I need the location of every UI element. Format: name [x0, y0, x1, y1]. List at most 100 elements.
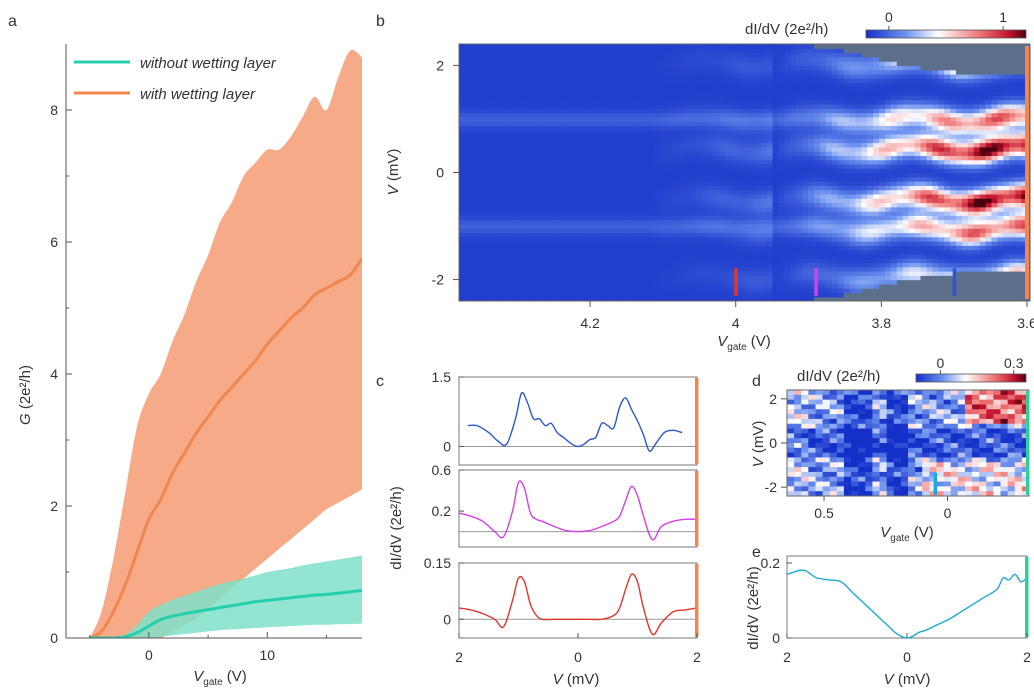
- b-heat-cell: [506, 283, 513, 289]
- b-heat-cell: [506, 185, 513, 191]
- b-heat-cell: [494, 249, 502, 255]
- b-heat-cell: [601, 125, 608, 131]
- b-heat-cell: [482, 271, 490, 276]
- b-heat-cell: [524, 172, 531, 178]
- b-heat-cell: [677, 198, 685, 204]
- b-heat-cell: [737, 241, 744, 246]
- b-heat-cell: [938, 61, 945, 67]
- b-heat-cell: [790, 266, 797, 272]
- b-heat-cell: [902, 193, 910, 199]
- b-heat-cell: [879, 181, 886, 186]
- b-heat-cell: [766, 44, 774, 49]
- b-heat-cell: [784, 146, 791, 152]
- b-heat-cell: [636, 108, 644, 114]
- b-heat-cell: [737, 292, 744, 298]
- b-heat-cell: [920, 211, 928, 216]
- b-heat-cell: [784, 99, 791, 105]
- b-heat-cell: [636, 61, 644, 67]
- b-heat-cell: [890, 193, 898, 199]
- b-heat-cell: [494, 159, 502, 165]
- b-heat-cell: [565, 52, 573, 58]
- b-heat-cell: [760, 112, 768, 118]
- b-heat-cell: [553, 78, 561, 84]
- b-heat-cell: [547, 65, 555, 71]
- b-heat-cell: [754, 288, 762, 294]
- b-heat-cell: [648, 228, 655, 234]
- b-heat-cell: [731, 193, 738, 199]
- b-heat-cell: [541, 258, 549, 264]
- b-heat-cell: [642, 279, 649, 285]
- b-heat-cell: [612, 266, 620, 272]
- b-heat-cell: [719, 91, 726, 96]
- b-heat-cell: [636, 133, 644, 139]
- b-heat-cell: [778, 185, 786, 191]
- b-heat-cell: [482, 172, 490, 178]
- b-heat-cell: [512, 181, 519, 186]
- b-heat-cell: [535, 232, 543, 238]
- b-heat-cell: [873, 181, 880, 186]
- b-heat-cell: [760, 142, 768, 148]
- b-heat-cell: [849, 103, 857, 109]
- b-heat-cell: [725, 228, 732, 234]
- b-heat-cell: [535, 245, 543, 251]
- b-heat-cell: [902, 245, 910, 251]
- b-heat-cell: [914, 52, 922, 58]
- b-heat-cell: [896, 249, 904, 255]
- b-heat-cell: [772, 249, 780, 255]
- b-heat-cell: [695, 219, 703, 225]
- b-heat-cell: [861, 288, 868, 294]
- b-heat-cell: [606, 228, 614, 234]
- b-heat-cell: [896, 138, 904, 144]
- b-heat-cell: [737, 78, 744, 84]
- b-heat-cell: [666, 189, 673, 195]
- b-heat-cell: [908, 163, 916, 169]
- b-heat-cell: [595, 146, 602, 152]
- b-heat-cell: [843, 258, 851, 264]
- b-heat-cell: [932, 138, 939, 144]
- b-heat-cell: [843, 163, 851, 169]
- b-heat-cell: [547, 249, 555, 255]
- b-heat-cell: [896, 133, 904, 139]
- b-heat-cell: [926, 262, 933, 268]
- b-heat-cell: [908, 245, 916, 251]
- b-heat-cell: [737, 193, 744, 199]
- b-heat-cell: [506, 168, 513, 174]
- b-heat-cell: [683, 236, 691, 242]
- b-heat-cell: [908, 86, 916, 92]
- b-heat-cell: [565, 198, 573, 204]
- b-heat-cell: [506, 61, 513, 67]
- b-heat-cell: [612, 185, 620, 191]
- b-heat-cell: [589, 241, 596, 246]
- b-heat-cell: [932, 129, 939, 135]
- b-heat-cell: [766, 91, 774, 96]
- b-heat-cell: [819, 163, 827, 169]
- b-heat-cell: [890, 44, 898, 49]
- b-heat-cell: [642, 275, 649, 281]
- b-heat-cell: [760, 258, 768, 264]
- b-heat-cell: [654, 189, 661, 195]
- b-heat-cell: [494, 283, 502, 289]
- b-heat-cell: [849, 65, 857, 71]
- b-heat-cell: [825, 99, 833, 105]
- b-heat-cell: [908, 266, 916, 272]
- b-heat-cell: [672, 249, 679, 255]
- b-heat-cell: [772, 56, 780, 62]
- b-heat-cell: [642, 253, 649, 259]
- b-heat-cell: [654, 129, 661, 135]
- b-heat-cell: [530, 202, 537, 208]
- b-heat-cell: [541, 219, 549, 225]
- b-heat-cell: [879, 258, 886, 264]
- b-heat-cell: [737, 82, 744, 88]
- b-heat-cell: [938, 91, 945, 96]
- b-heat-cell: [743, 215, 750, 221]
- b-heat-cell: [713, 129, 720, 135]
- b-heat-cell: [589, 249, 596, 255]
- b-heat-cell: [920, 292, 928, 298]
- b-heat-cell: [885, 189, 892, 195]
- b-heat-cell: [595, 266, 602, 272]
- b-heat-cell: [695, 185, 703, 191]
- b-heat-cell: [772, 223, 780, 229]
- b-heat-cell: [601, 172, 608, 178]
- b-heat-cell: [873, 288, 880, 294]
- b-heat-cell: [796, 86, 803, 92]
